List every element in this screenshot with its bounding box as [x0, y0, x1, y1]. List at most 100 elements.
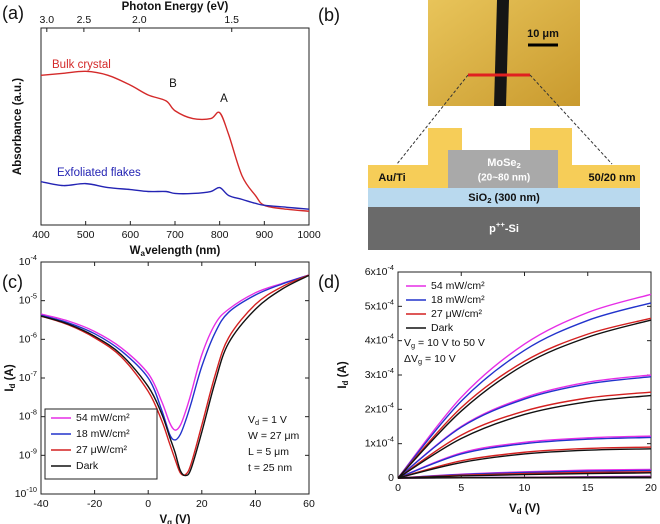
substrate-label: p++-Si — [489, 220, 519, 235]
electrode — [530, 128, 640, 188]
x-tick-label: 700 — [166, 229, 184, 241]
plot-frame — [40, 27, 310, 226]
electrode-thickness: 50/20 nm — [588, 172, 635, 184]
dielectric-label: SiO2 (300 nm) — [468, 192, 540, 205]
legend-box — [44, 408, 158, 480]
channel — [448, 150, 558, 188]
y-tick-label: 10-6 — [19, 330, 37, 345]
legend-label: 18 mW/cm² — [431, 294, 485, 306]
data-line — [397, 391, 652, 479]
x-tick-label: 5 — [458, 482, 464, 494]
y-tick-label: 2x10-4 — [365, 400, 394, 415]
projection-line — [396, 74, 469, 165]
annotation: B — [169, 78, 177, 90]
y-tick-label: 10-4 — [19, 253, 37, 268]
x2-tick-label: 1.5 — [224, 14, 239, 26]
flake-gap — [494, 0, 509, 106]
y-axis-label: Id (A) — [4, 364, 17, 391]
data-line — [397, 476, 652, 479]
chart-panel: (c) -40 -20 0 20 40 60 10-10 10-9 10-8 10-7 10-6 10-… — [2, 253, 315, 524]
x-tick-label: 0 — [145, 498, 151, 510]
y-tick-label: 0 — [388, 472, 394, 484]
x-tick-label: 600 — [122, 229, 140, 241]
data-line — [397, 394, 652, 479]
y-axis-label: Id (A) — [337, 361, 350, 388]
y-tick-label: 4x10-4 — [365, 332, 394, 347]
x-tick-label: 10 — [519, 482, 531, 494]
x-axis-label: Vg (V) — [159, 514, 190, 524]
data-line — [40, 70, 310, 212]
data-line — [40, 274, 310, 441]
x-tick-label: -20 — [87, 498, 102, 510]
note: Vg = 10 V to 50 V — [404, 337, 485, 350]
channel-thickness: (20~80 nm) — [478, 173, 531, 184]
panel-label: (c) — [2, 272, 23, 292]
x-tick-label: 800 — [211, 229, 229, 241]
data-line — [397, 302, 652, 479]
legend-label: 27 μW/cm² — [76, 444, 127, 456]
legend-label: Dark — [431, 322, 454, 334]
data-line — [40, 274, 310, 477]
x2-tick-label: 3.0 — [40, 14, 55, 26]
note: Vd = 1 V — [248, 414, 287, 427]
substrate — [368, 207, 640, 250]
x-axis-label: Vd (V) — [509, 503, 540, 516]
x-tick-label: 20 — [196, 498, 208, 510]
x-tick-label: 20 — [645, 482, 657, 494]
scale-bar-label: 10 μm — [527, 28, 559, 40]
chart-panel: (d) 0 5 10 15 20 0 1x10-4 2x10-4 3x10-4 4x10-4 5x10… — [318, 263, 657, 516]
legend-label: 18 mW/cm² — [76, 428, 130, 440]
x2-tick-label: 2.5 — [77, 14, 92, 26]
data-line — [397, 376, 652, 479]
y-tick-label: 3x10-4 — [365, 366, 394, 381]
panel-label: (a) — [2, 3, 24, 23]
y-tick-label: 6x10-4 — [365, 263, 394, 278]
electrode — [368, 128, 462, 188]
x-tick-label: 40 — [250, 498, 262, 510]
data-line — [40, 274, 310, 431]
x2-axis-label: Photon Energy (eV) — [122, 1, 229, 13]
series-label: Bulk crystal — [52, 59, 111, 71]
annotation: A — [220, 93, 228, 105]
x-tick-label: 1000 — [297, 229, 321, 241]
x2-tick-label: 2.0 — [132, 14, 147, 26]
data-line — [397, 317, 652, 479]
data-line — [40, 180, 310, 210]
data-line — [40, 274, 310, 477]
y-tick-label: 1x10-4 — [365, 435, 394, 450]
note: W = 27 μm — [248, 430, 300, 442]
channel-label: MoSe2 — [487, 157, 521, 170]
x-tick-label: 500 — [77, 229, 95, 241]
data-line — [397, 448, 652, 479]
legend-label: 27 μW/cm² — [431, 308, 482, 320]
data-line — [397, 319, 652, 479]
y-tick-label: 10-8 — [19, 408, 37, 423]
panel-label: (d) — [318, 272, 340, 292]
series-label: Exfoliated flakes — [57, 167, 141, 179]
note: ΔVg = 10 V — [404, 353, 456, 366]
legend-label: Dark — [76, 460, 99, 472]
legend-label: 54 mW/cm² — [431, 280, 485, 292]
legend-label: 54 mW/cm² — [76, 412, 130, 424]
x-axis-label: Wavelength (nm) — [130, 245, 221, 258]
y-axis-label: Absorbance (a.u.) — [12, 78, 24, 175]
data-line — [397, 472, 652, 479]
projection-line — [529, 74, 613, 165]
data-line — [397, 293, 652, 479]
x-tick-label: 15 — [582, 482, 594, 494]
y-tick-label: 10-5 — [19, 292, 37, 307]
data-line — [397, 435, 652, 479]
x-tick-label: 0 — [395, 482, 401, 494]
panel-label: (b) — [318, 5, 340, 25]
y-tick-label: 10-7 — [19, 369, 37, 384]
x-tick-label: -40 — [33, 498, 48, 510]
x-tick-label: 400 — [32, 229, 50, 241]
electrode-label: Au/Ti — [378, 172, 405, 184]
y-tick-label: 10-10 — [15, 485, 37, 500]
data-line — [397, 436, 652, 479]
x-tick-label: 900 — [256, 229, 274, 241]
x-tick-label: 60 — [303, 498, 315, 510]
note: t = 25 nm — [248, 462, 292, 474]
data-line — [397, 446, 652, 479]
